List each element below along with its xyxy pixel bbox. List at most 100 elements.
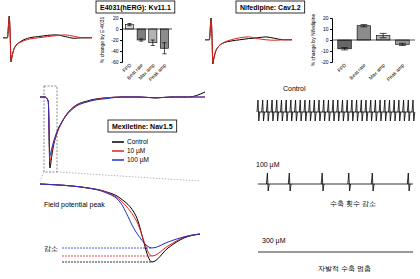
error-cap: [360, 24, 367, 25]
trace: [3, 16, 92, 62]
error-bar: [162, 43, 166, 54]
legend-label: 10 µM: [127, 147, 145, 155]
tick-label: -20: [321, 59, 328, 65]
spike: [299, 100, 302, 121]
legend-label: Control: [127, 138, 149, 145]
spike: [318, 100, 321, 121]
traces: [40, 184, 200, 262]
tick: -20: [111, 37, 122, 43]
traces: [205, 18, 292, 64]
axis-title: % change by Nifedipine: [310, 14, 316, 67]
trace: [40, 92, 205, 168]
axis-line: [330, 19, 333, 63]
traces: [3, 16, 92, 62]
tick-label: 0: [326, 37, 329, 43]
spike: [327, 100, 330, 121]
spike: [332, 100, 335, 121]
error-stem: [383, 33, 384, 37]
spike: [290, 100, 293, 121]
spike: [393, 100, 396, 121]
baseline: [258, 252, 413, 253]
tick-label: 20: [323, 15, 329, 21]
spike: [365, 100, 368, 121]
x-axis: FPDBeat rateMax ampPeak amp: [336, 62, 405, 82]
tick-label: Beat rate: [348, 62, 367, 81]
trace: [40, 184, 200, 262]
error-cap: [128, 23, 132, 24]
legend-swatch: [112, 150, 124, 152]
trace: [40, 184, 200, 248]
tick-label: -60: [111, 59, 118, 65]
spike: [398, 100, 401, 121]
tick-mark: [330, 40, 332, 41]
tick: 0: [116, 26, 122, 32]
error-bar: [399, 43, 406, 45]
spike: [342, 100, 345, 121]
spike: [257, 100, 260, 121]
spike: [360, 100, 363, 121]
baseline: [258, 184, 413, 185]
y-axis: -60 -40 -20 0 20: [111, 15, 122, 65]
error-cap: [341, 47, 348, 48]
title-box: E4031(hERG): Kv11.1: [96, 1, 175, 13]
tick: -60: [111, 59, 122, 65]
axis-line: [120, 19, 123, 63]
bars: [338, 25, 409, 50]
tick-mark: [330, 62, 332, 63]
spike: [389, 100, 392, 121]
spike: [356, 100, 359, 121]
spike: [407, 100, 410, 121]
tick: Peak amp: [147, 62, 167, 82]
spike: [374, 100, 377, 121]
spike: [346, 100, 349, 121]
spike: [379, 100, 382, 121]
tick: -40: [111, 48, 122, 54]
error-cap: [151, 45, 155, 46]
spike: [262, 100, 265, 121]
spike: [337, 100, 340, 121]
spike: [351, 100, 354, 121]
trace: [40, 184, 200, 256]
tick-mark: [120, 62, 122, 63]
error-cap: [380, 37, 387, 38]
spike: [271, 100, 274, 121]
tick-label: Peak amp: [385, 62, 405, 82]
spike: [285, 100, 288, 121]
title: E4031(hERG): Kv11.1: [100, 4, 171, 12]
tick-label: 20: [113, 15, 119, 21]
spike: [288, 173, 291, 191]
spike: [370, 100, 373, 121]
series-label: Control: [283, 85, 306, 92]
spike-train: [257, 100, 415, 121]
tick-mark: [330, 51, 332, 52]
tick: Beat rate: [348, 62, 367, 81]
trace: [3, 17, 92, 61]
tick: Max amp: [367, 62, 386, 81]
spike-train: [258, 173, 413, 191]
spike: [412, 100, 415, 121]
trace: [40, 97, 205, 155]
tick-label: 0: [116, 26, 119, 32]
error-cap: [380, 33, 387, 34]
annotation: 감소: [44, 245, 58, 253]
series-label: 100 µM: [256, 161, 280, 169]
peak-guide: [62, 262, 152, 263]
error-cap: [360, 26, 367, 27]
tick-label: Max amp: [367, 62, 386, 81]
error-stem: [164, 43, 165, 54]
tick-mark: [330, 29, 332, 30]
title: Mexiletine: Nav1.5: [112, 123, 173, 130]
zero-line: [122, 29, 172, 30]
error-bar: [128, 24, 132, 26]
traces: [40, 92, 205, 168]
axis-title: % change by E-4031: [99, 17, 105, 64]
tick-mark: [120, 40, 122, 41]
spike: [309, 100, 312, 121]
trace: [40, 97, 205, 162]
tick-label: Peak amp: [147, 62, 167, 82]
error-bar: [151, 40, 155, 46]
annotation: 자발적 수축 멈춤: [318, 265, 371, 273]
error-cap: [162, 53, 166, 54]
figure: E4031(hERG): Kv11.1 -60 -40 -20 0 20 FPDBeat r…: [0, 0, 420, 279]
error-bar: [341, 48, 348, 50]
